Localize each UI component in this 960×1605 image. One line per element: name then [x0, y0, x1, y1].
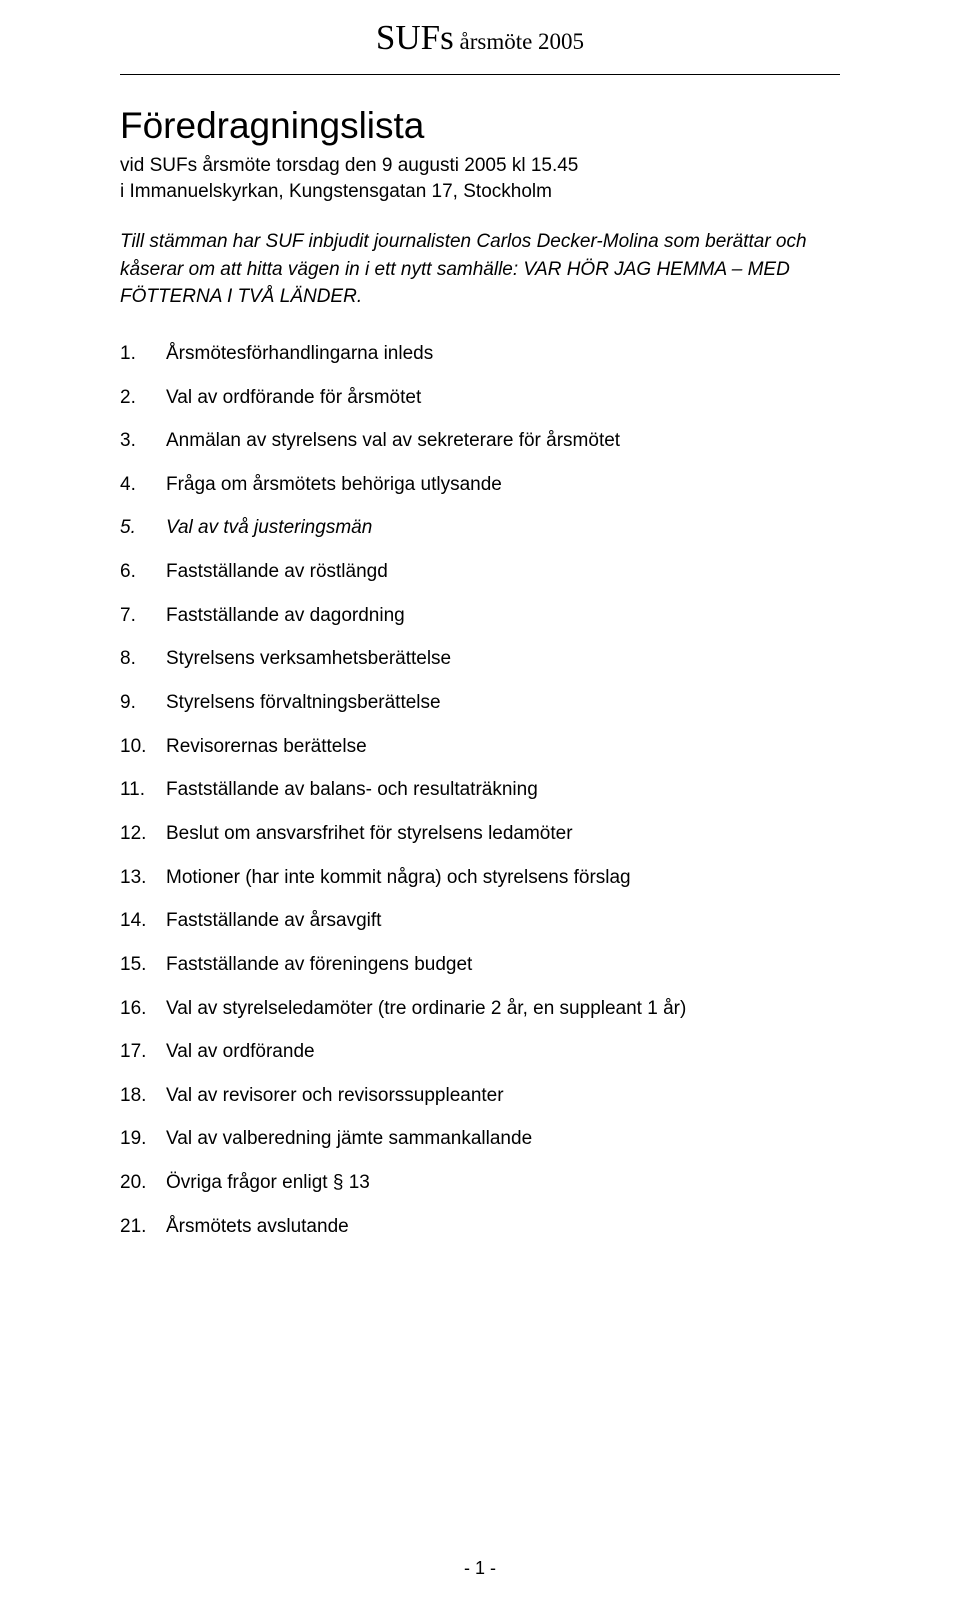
agenda-item-text: Motioner (har inte kommit några) och sty…	[166, 865, 631, 891]
agenda-item-text: Val av ordförande för årsmötet	[166, 385, 421, 411]
agenda-item: 6.Fastställande av röstlängd	[120, 559, 840, 585]
agenda-item-number: 15.	[120, 952, 166, 978]
agenda-item: 13.Motioner (har inte kommit några) och …	[120, 865, 840, 891]
agenda-item-text: Styrelsens förvaltningsberättelse	[166, 690, 441, 716]
agenda-item-text: Revisorernas berättelse	[166, 734, 367, 760]
agenda-item-number: 6.	[120, 559, 166, 585]
agenda-item-text: Styrelsens verksamhetsberättelse	[166, 646, 451, 672]
agenda-item-text: Val av ordförande	[166, 1039, 315, 1065]
agenda-item: 4.Fråga om årsmötets behöriga utlysande	[120, 472, 840, 498]
agenda-item-text: Fastställande av årsavgift	[166, 908, 381, 934]
agenda-item: 19.Val av valberedning jämte sammankalla…	[120, 1126, 840, 1152]
agenda-item-number: 16.	[120, 996, 166, 1022]
agenda-item-number: 9.	[120, 690, 166, 716]
agenda-item-number: 7.	[120, 603, 166, 629]
agenda-item-text: Övriga frågor enligt § 13	[166, 1170, 370, 1196]
agenda-item-number: 4.	[120, 472, 166, 498]
agenda-item-number: 17.	[120, 1039, 166, 1065]
agenda-item-text: Val av valberedning jämte sammankallande	[166, 1126, 532, 1152]
agenda-item: 10.Revisorernas berättelse	[120, 734, 840, 760]
agenda-item-number: 14.	[120, 908, 166, 934]
agenda-item: 7.Fastställande av dagordning	[120, 603, 840, 629]
agenda-item: 17.Val av ordförande	[120, 1039, 840, 1065]
agenda-item: 14.Fastställande av årsavgift	[120, 908, 840, 934]
agenda-item-text: Årsmötets avslutande	[166, 1214, 349, 1240]
agenda-item-text: Fråga om årsmötets behöriga utlysande	[166, 472, 502, 498]
agenda-item-text: Fastställande av balans- och resultaträk…	[166, 777, 538, 803]
document-title: Föredragningslista	[120, 105, 840, 147]
agenda-item: 20.Övriga frågor enligt § 13	[120, 1170, 840, 1196]
agenda-item-text: Val av två justeringsmän	[166, 515, 372, 541]
agenda-item: 11.Fastställande av balans- och resultat…	[120, 777, 840, 803]
header-event-name: årsmöte 2005	[454, 29, 584, 54]
agenda-item-text: Fastställande av röstlängd	[166, 559, 388, 585]
agenda-item-number: 3.	[120, 428, 166, 454]
agenda-list: 1.Årsmötesförhandlingarna inleds2.Val av…	[120, 341, 840, 1239]
agenda-item-number: 11.	[120, 777, 166, 803]
agenda-item: 18.Val av revisorer och revisorssupplean…	[120, 1083, 840, 1109]
agenda-item: 21.Årsmötets avslutande	[120, 1214, 840, 1240]
agenda-item-number: 13.	[120, 865, 166, 891]
agenda-item: 2.Val av ordförande för årsmötet	[120, 385, 840, 411]
agenda-item: 3.Anmälan av styrelsens val av sekretera…	[120, 428, 840, 454]
document-subtitle: vid SUFs årsmöte torsdag den 9 augusti 2…	[120, 153, 840, 204]
agenda-item: 9.Styrelsens förvaltningsberättelse	[120, 690, 840, 716]
document-page: SUFs årsmöte 2005 Föredragningslista vid…	[0, 0, 960, 1605]
agenda-item-text: Fastställande av dagordning	[166, 603, 405, 629]
agenda-item: 1.Årsmötesförhandlingarna inleds	[120, 341, 840, 367]
agenda-item: 15.Fastställande av föreningens budget	[120, 952, 840, 978]
agenda-item-text: Val av revisorer och revisorssuppleanter	[166, 1083, 504, 1109]
agenda-item-number: 21.	[120, 1214, 166, 1240]
subtitle-text: vid SUFs årsmöte torsdag den 9 augusti 2…	[120, 155, 578, 202]
agenda-item-number: 19.	[120, 1126, 166, 1152]
agenda-item-text: Årsmötesförhandlingarna inleds	[166, 341, 433, 367]
agenda-item-number: 12.	[120, 821, 166, 847]
agenda-item-number: 5.	[120, 515, 166, 541]
agenda-item-text: Fastställande av föreningens budget	[166, 952, 472, 978]
header-rule	[120, 74, 840, 75]
agenda-item-number: 8.	[120, 646, 166, 672]
agenda-item: 5.Val av två justeringsmän	[120, 515, 840, 541]
agenda-item-number: 1.	[120, 341, 166, 367]
agenda-item-number: 20.	[120, 1170, 166, 1196]
agenda-item-number: 2.	[120, 385, 166, 411]
agenda-item-text: Beslut om ansvarsfrihet för styrelsens l…	[166, 821, 573, 847]
intro-paragraph: Till stämman har SUF inbjudit journalist…	[120, 228, 840, 311]
agenda-item: 16.Val av styrelseledamöter (tre ordinar…	[120, 996, 840, 1022]
agenda-item-number: 18.	[120, 1083, 166, 1109]
page-header: SUFs årsmöte 2005	[120, 18, 840, 68]
agenda-item-number: 10.	[120, 734, 166, 760]
agenda-item: 12.Beslut om ansvarsfrihet för styrelsen…	[120, 821, 840, 847]
agenda-item: 8.Styrelsens verksamhetsberättelse	[120, 646, 840, 672]
header-org-name: SUFs	[376, 18, 454, 57]
agenda-item-text: Val av styrelseledamöter (tre ordinarie …	[166, 996, 686, 1022]
page-number: - 1 -	[0, 1558, 960, 1579]
agenda-item-text: Anmälan av styrelsens val av sekreterare…	[166, 428, 620, 454]
